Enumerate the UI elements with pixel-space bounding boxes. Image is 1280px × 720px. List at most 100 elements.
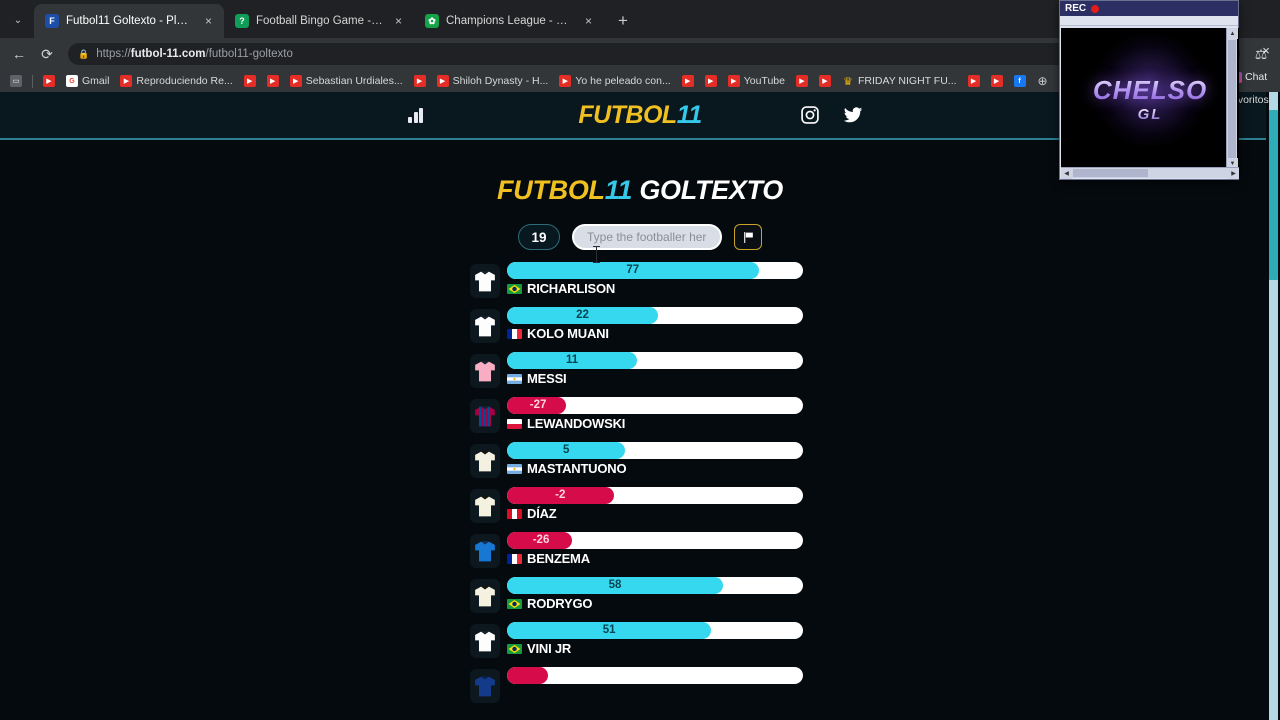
site-logo-part1: FUTBOL: [578, 100, 677, 129]
scrollbar-track[interactable]: [1269, 92, 1278, 720]
table-row[interactable]: 5 MASTANTUONO: [0, 442, 1280, 478]
score-bar-fill: [507, 442, 626, 459]
table-row[interactable]: 51 VINI JR: [0, 622, 1280, 658]
favorites-label[interactable]: avoritos: [1232, 94, 1269, 106]
table-row[interactable]: -27 LEWANDOWSKI: [0, 397, 1280, 433]
brazil-flag-icon: [507, 283, 522, 294]
recorder-vertical-scrollbar[interactable]: ▲ ▼: [1226, 28, 1238, 169]
player-name-row: VINI JR: [507, 641, 803, 656]
close-icon[interactable]: ×: [584, 14, 592, 28]
player-main: -26 BENZEMA: [507, 532, 803, 566]
score-bar: 58: [507, 577, 803, 594]
close-icon[interactable]: ×: [394, 14, 402, 28]
list-item[interactable]: ▶: [986, 73, 1008, 89]
youtube-icon: ▶: [120, 75, 133, 87]
chat-label: Chat: [1245, 71, 1268, 83]
score-bar-fill: [507, 667, 549, 684]
list-item[interactable]: ▶: [262, 73, 284, 89]
score-value: 22: [576, 309, 589, 321]
score-value: -27: [529, 399, 547, 411]
page-scrollbar[interactable]: [1266, 92, 1280, 720]
screen-recorder-window[interactable]: REC CHELSO GL ▲ ▼ ◀ ▶: [1059, 0, 1239, 180]
search-input[interactable]: [572, 224, 722, 250]
list-item[interactable]: ▶: [38, 73, 60, 89]
score-bar: -27: [507, 397, 803, 414]
close-icon[interactable]: ×: [204, 14, 212, 28]
list-item[interactable]: ▶ YouTube: [723, 73, 790, 89]
reload-icon[interactable]: ⟳: [41, 45, 53, 62]
list-item[interactable]: ▶ Yo he peleado con...: [554, 73, 675, 89]
new-tab-button[interactable]: +: [618, 11, 628, 30]
table-row[interactable]: 58 RODRYGO: [0, 577, 1280, 613]
player-name-row: DÍAZ: [507, 506, 803, 521]
scrollbar-thumb[interactable]: [1269, 110, 1278, 280]
list-item[interactable]: ⊕: [1032, 73, 1054, 89]
table-row[interactable]: 77 RICHARLISON: [0, 262, 1280, 298]
youtube-icon: ▶: [243, 75, 256, 87]
player-main: 5 MASTANTUONO: [507, 442, 803, 476]
youtube-icon: ▶: [967, 75, 980, 87]
list-item[interactable]: ▶: [963, 73, 985, 89]
chevron-up-icon[interactable]: ▲: [1227, 28, 1238, 39]
list-item[interactable]: ▭: [5, 73, 27, 89]
social-links: [800, 105, 863, 125]
guess-counter: 19: [518, 224, 560, 250]
youtube-icon: ▶: [43, 75, 55, 87]
score-value: -2: [555, 489, 566, 501]
chevron-left-icon[interactable]: ◀: [1061, 168, 1072, 179]
score-bar: [507, 667, 803, 684]
list-item[interactable]: ▶ Shiloh Dynasty - H...: [432, 73, 554, 89]
score-value: 5: [562, 444, 570, 456]
window-close-button[interactable]: ×: [1262, 42, 1270, 58]
instagram-icon[interactable]: [800, 105, 820, 125]
list-item[interactable]: ▶: [814, 73, 836, 89]
url-text: https://futbol-11.com/futbol11-goltexto: [96, 48, 293, 60]
list-item[interactable]: ▶ Sebastian Urdiales...: [285, 73, 408, 89]
chevron-right-icon[interactable]: ▶: [1228, 168, 1239, 179]
back-icon[interactable]: ←: [12, 46, 26, 62]
list-item[interactable]: ▶: [791, 73, 813, 89]
table-row[interactable]: 22 KOLO MUANI: [0, 307, 1280, 343]
scrollbar-thumb[interactable]: [1228, 40, 1236, 160]
page-content: FUTBOL11 FUTBOL11 GOLTEXTO 19: [0, 92, 1280, 720]
player-name-row: LEWANDOWSKI: [507, 416, 803, 431]
list-item[interactable]: ♛ FRIDAY NIGHT FU...: [837, 73, 962, 89]
list-item-label: Gmail: [82, 75, 110, 87]
site-logo-part2: 11: [676, 100, 702, 129]
table-row[interactable]: 11 MESSI: [0, 352, 1280, 388]
chevron-down-icon[interactable]: ▼: [1227, 158, 1238, 169]
address-bar[interactable]: 🔒 https://futbol-11.com/futbol11-goltext…: [68, 43, 1240, 65]
list-item-label: Shiloh Dynasty - H...: [452, 75, 549, 87]
scrollbar-thumb[interactable]: [1073, 169, 1148, 177]
table-row[interactable]: -26 BENZEMA: [0, 532, 1280, 568]
list-item[interactable]: f: [1009, 73, 1031, 89]
site-logo[interactable]: FUTBOL11: [0, 101, 1280, 130]
youtube-icon: ▶: [727, 75, 740, 87]
score-value: 11: [566, 354, 579, 366]
flag-button[interactable]: [734, 224, 762, 250]
twitter-icon[interactable]: [843, 105, 863, 125]
browser-tab-2[interactable]: ? Football Bingo Game - Play Now ×: [224, 4, 414, 38]
browser-tab-1[interactable]: F Futbol11 Goltexto - Play Football G ×: [34, 4, 224, 38]
question-icon: ?: [235, 14, 249, 28]
player-main: 58 RODRYGO: [507, 577, 803, 611]
chelso-gl-logo: CHELSO GL: [1061, 28, 1239, 169]
recorder-horizontal-scrollbar[interactable]: ◀ ▶: [1061, 167, 1239, 179]
table-row[interactable]: [0, 667, 1280, 703]
list-item[interactable]: ▶ Reproduciendo Re...: [115, 73, 237, 89]
list-item[interactable]: ▶: [239, 73, 261, 89]
tab-list-button[interactable]: ⌄: [13, 14, 23, 26]
player-main: 22 KOLO MUANI: [507, 307, 803, 341]
recorder-menubar: [1060, 16, 1238, 26]
list-item[interactable]: ▶: [700, 73, 722, 89]
browser-tab-3[interactable]: ✿ Champions League - POSICIONES ×: [414, 4, 604, 38]
argentina-flag-icon: [507, 373, 522, 384]
list-item[interactable]: ▶: [677, 73, 699, 89]
list-item[interactable]: ▶: [409, 73, 431, 89]
extensions-icon[interactable]: ⚖: [1254, 45, 1268, 62]
list-item-label: Sebastian Urdiales...: [305, 75, 403, 87]
score-value: 58: [608, 579, 622, 591]
table-row[interactable]: -2 DÍAZ: [0, 487, 1280, 523]
bar-chart-icon[interactable]: [408, 107, 423, 123]
list-item[interactable]: G Gmail: [61, 73, 114, 89]
